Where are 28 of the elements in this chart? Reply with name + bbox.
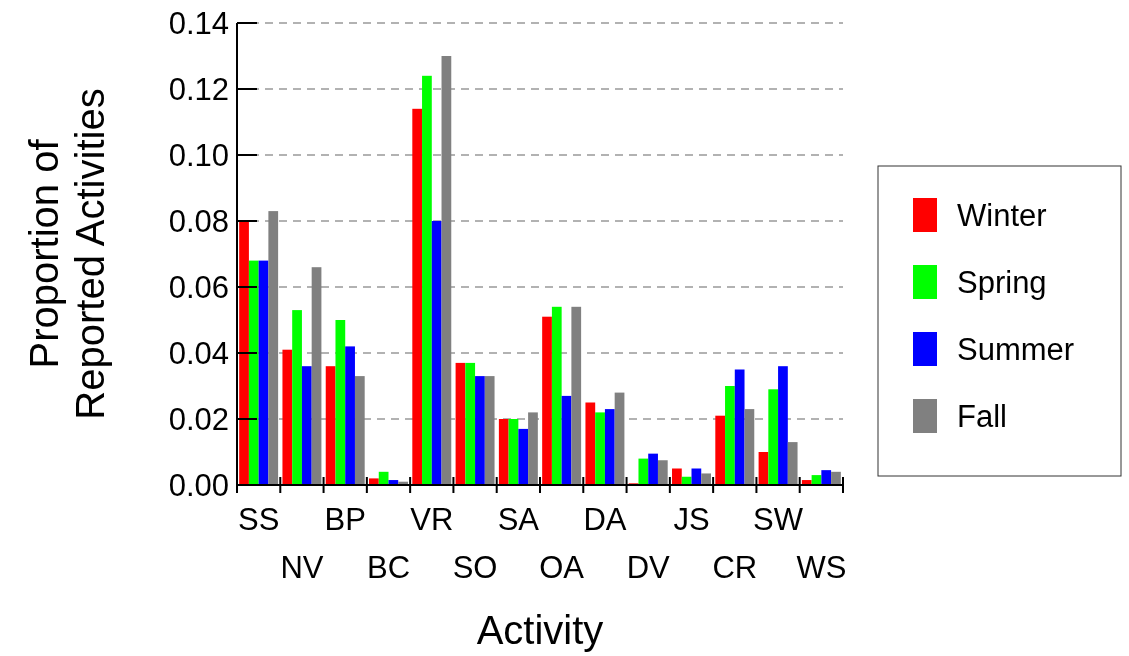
y-tick-label: 0.08 [168, 203, 229, 239]
y-tick-label: 0.10 [168, 137, 229, 173]
legend-label: Spring [957, 264, 1047, 300]
x-tick-label: JS [673, 502, 710, 537]
y-tick-label: 0.06 [168, 269, 229, 305]
x-tick-label: SA [497, 502, 540, 537]
y-tick-label: 0.04 [168, 335, 229, 371]
x-tick-label: BC [366, 550, 411, 585]
x-tick-label: OA [539, 550, 585, 585]
y-tick-label: 0.12 [168, 71, 229, 107]
legend-label: Summer [957, 331, 1075, 367]
x-tick-label: VR [410, 502, 454, 537]
y-tick-label: 0.14 [168, 5, 229, 41]
y-tick-label: 0.00 [168, 467, 229, 503]
x-tick-label: DA [583, 502, 627, 537]
x-tick-label: NV [280, 550, 324, 585]
x-tick-label: BP [324, 502, 366, 537]
x-tick-label: DV [626, 550, 671, 585]
y-tick-label: 0.02 [168, 401, 229, 437]
legend-label: Winter [957, 197, 1047, 233]
x-axis-title: Activity [476, 608, 604, 652]
x-tick-label: SS [237, 502, 280, 537]
y-axis-title: Proportion of Reported Activities [22, 88, 112, 420]
x-tick-label: SW [753, 502, 804, 537]
x-tick-label: WS [796, 550, 847, 585]
x-tick-label: CR [712, 550, 758, 585]
x-tick-label: SO [452, 550, 498, 585]
legend-label: Fall [957, 398, 1007, 434]
